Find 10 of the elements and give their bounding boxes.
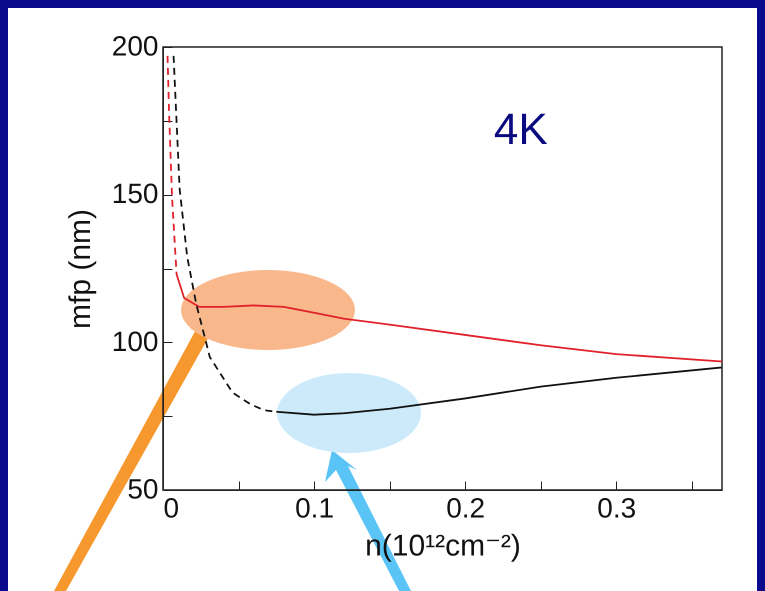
x-tick-label: 0.2 [446, 492, 486, 524]
x-tick-label: 0 [164, 492, 180, 524]
y-tick-label: 200 [112, 30, 158, 62]
annotation: 4K [494, 105, 548, 154]
y-tick-label: 50 [127, 474, 158, 504]
x-tick-label: 0.1 [295, 492, 334, 524]
y-tick-label: 150 [112, 178, 158, 210]
y-axis-title: mfp (nm) [64, 209, 97, 329]
y-tick-label: 100 [112, 326, 158, 357]
x-tick-label: 0.3 [597, 492, 636, 524]
